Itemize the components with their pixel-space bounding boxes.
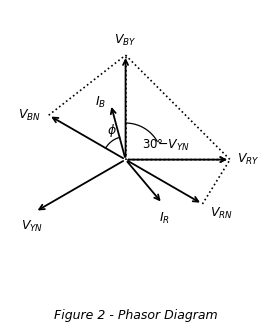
Text: $V_{BN}$: $V_{BN}$	[18, 108, 41, 123]
Text: $V_{BY}$: $V_{BY}$	[114, 33, 137, 48]
Text: $I_R$: $I_R$	[159, 211, 170, 226]
Text: $30°$: $30°$	[142, 138, 164, 151]
Text: $-V_{YN}$: $-V_{YN}$	[157, 138, 190, 153]
Text: $\phi$: $\phi$	[107, 122, 117, 139]
Text: Figure 2 - Phasor Diagram: Figure 2 - Phasor Diagram	[54, 309, 218, 322]
Text: $V_{YN}$: $V_{YN}$	[21, 219, 43, 234]
Text: $V_{RY}$: $V_{RY}$	[237, 152, 260, 167]
Text: $I_B$: $I_B$	[95, 95, 107, 110]
Text: $V_{RN}$: $V_{RN}$	[210, 206, 233, 221]
